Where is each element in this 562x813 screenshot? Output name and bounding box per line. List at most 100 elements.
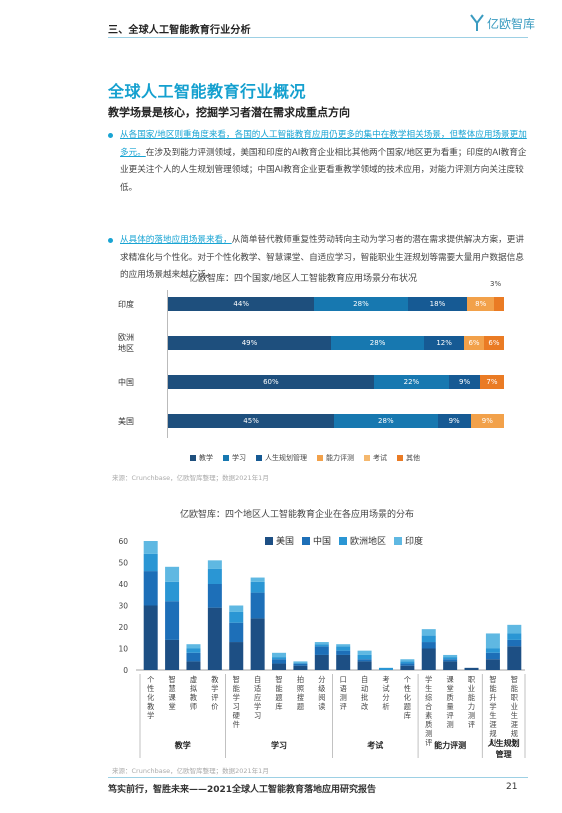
bullet-paragraph-1: 从各国家/地区则重角度来看，各国的人工智能教育应用仍更多的集中在教学相关场景，但… (108, 127, 528, 197)
chart2-x-tick-char: 慧 (168, 684, 175, 693)
chart1-bar-segment: 6% (464, 336, 484, 350)
brand-name: 亿欧智库 (487, 16, 536, 31)
chart2-bar-segment (421, 629, 436, 636)
chart2-x-tick-char: 拍 (297, 675, 304, 684)
chart1-bar-segment: 49% (168, 336, 331, 350)
chart1-bar-segment: 7% (479, 375, 504, 389)
chart2-x-tick-char: 能 (489, 684, 496, 693)
chart2-x-tick-char: 能 (468, 693, 475, 702)
chart2-y-tick-label: 20 (118, 623, 128, 632)
legend-item-teaching: 教学 (190, 453, 213, 463)
chart2-bar-segment (400, 665, 415, 670)
chart2-bar-segment (143, 605, 158, 670)
chart2-x-tick-char: 智 (489, 675, 496, 684)
chart2-y-tick-label: 0 (123, 666, 128, 675)
chart2-bar-segment (443, 657, 458, 660)
chart2-x-tick-char: 习 (254, 711, 261, 720)
chart2-bar-segment (229, 605, 244, 612)
chart2-x-tick-char: 测 (468, 711, 475, 720)
chart2-x-tick-char: 教 (211, 675, 218, 684)
chart2-x-tick-char: 综 (425, 693, 432, 702)
chart2-legend: 美国 中国 欧洲地区 印度 (265, 534, 423, 547)
chart2-bar-segment (165, 639, 180, 670)
bullet-2-text: 从简单替代教师重复性劳动转向主动为学习者的潜在需求提供解决方案，更讲求精准化与个… (120, 235, 524, 281)
chart2-bar-segment (507, 639, 522, 647)
legend-swatch (265, 536, 273, 545)
chart2-x-tick-char: 化 (404, 693, 411, 702)
chart2-bar-segment (250, 618, 265, 670)
chart2-bar-segment (507, 646, 522, 670)
chart2-x-tick-char: 题 (297, 702, 304, 711)
chart2-x-tick-char: 师 (190, 702, 197, 711)
chart2-x-tick-char: 价 (211, 702, 218, 711)
chart2-x-tick-char: 自 (254, 675, 261, 684)
chart2-x-tick-char: 课 (447, 675, 454, 684)
chart2-x-tick-char: 习 (233, 702, 240, 711)
chart2-x-tick-char: 库 (404, 711, 411, 720)
bullet-1-text: 在涉及到能力评测领域，美国和印度的AI教育企业相比其他两个国家/地区更为看重；印… (120, 147, 527, 193)
chart2-bar-segment (165, 581, 180, 602)
chart2-x-tick-char: 涯 (511, 720, 518, 729)
chart1-bar-segment: 28% (314, 297, 408, 311)
chart2-x-tick-char: 试 (382, 684, 389, 693)
chart1-bar-segment: 8% (467, 297, 494, 311)
chart2-bar-segment (336, 650, 351, 655)
chart2-title: 亿欧智库：四个地区人工智能教育企业在各应用场景的分布 (180, 510, 415, 520)
chart2-bar-segment (186, 648, 201, 653)
chart2-x-tick-char: 教 (147, 702, 154, 711)
chart2-x-tick-char: 口 (340, 675, 347, 684)
chart1-bar-segment: 9% (449, 375, 480, 389)
chart2-bar-segment (143, 571, 158, 606)
legend-item-eu: 欧洲地区 (339, 534, 386, 547)
legend-item-learning: 学习 (223, 453, 246, 463)
chart2-x-tick-char: 生 (425, 684, 432, 693)
chart2-x-tick-char: 能 (275, 684, 282, 693)
chart2-x-tick-char: 考 (382, 675, 389, 684)
chart1-category-label: 印度 (118, 300, 134, 309)
chart1-bar-segment: 22% (373, 375, 450, 389)
legend-swatch (223, 455, 229, 461)
chart2-bar-segment (207, 607, 222, 670)
chart2-source: 来源：Crunchbase，亿欧智库整理；数据2021年1月 (112, 767, 269, 775)
chart2-x-tick-char: 学 (233, 693, 240, 702)
chart1-bar-segment: 6% (484, 336, 504, 350)
bullet-1-highlight: 从各国家/地区则重角度来看，各国的人工智能教育应用仍更多的集中在教学相关场景，但… (120, 130, 527, 158)
chart2-x-tick-char: 划 (489, 738, 496, 747)
chart2-x-tick-char: 学 (489, 702, 496, 711)
chart2-bar-segment (186, 644, 201, 649)
chart2-bar-segment (229, 622, 244, 643)
chart2-bar-segment (143, 553, 158, 572)
chart2-x-tick-char: 个 (147, 675, 154, 684)
legend-item-career: 人生规划管理 (256, 453, 307, 463)
chart1-source: 来源：Crunchbase，亿欧智库整理；数据2021年1月 (112, 474, 269, 482)
chart2-x-tick-char: 评 (211, 693, 218, 702)
chart2-x-tick-char: 教 (190, 693, 197, 702)
chart2-bar-segment (357, 654, 372, 660)
legend-swatch (394, 536, 403, 545)
chart1-title: 亿欧智库：四个国家/地区人工智能教育应用场景分布状况 (189, 274, 418, 284)
chart2-x-tick-char: 堂 (447, 684, 454, 693)
chart2-bar-segment (314, 644, 329, 647)
chart2-x-tick-char: 评 (340, 702, 347, 711)
chart2-x-tick-char: 动 (361, 684, 368, 693)
chart2-x-tick-char: 阅 (318, 693, 325, 702)
page-subtitle: 教学场景是核心，挖掘学习者潜在需求成重点方向 (108, 106, 350, 119)
chart2-x-tick-char: 评 (468, 720, 475, 729)
chart2-bar-segment (250, 577, 265, 582)
chart2-bar-segment (378, 667, 393, 670)
chart2-x-tick-char: 虚 (190, 675, 197, 684)
chart2-x-tick-char: 质 (447, 693, 454, 702)
chart2-bar-segment (485, 652, 500, 660)
legend-swatch (190, 455, 196, 461)
chart2-bar-segment (314, 654, 329, 670)
chart1-bar-segment: 28% (334, 414, 438, 428)
chart2-x-tick-char: 应 (254, 693, 261, 702)
chart2-bar-segment (293, 661, 308, 664)
chart2-bar-segment (357, 661, 372, 670)
legend-swatch (256, 455, 262, 461)
chart2-x-tick-char: 改 (361, 702, 368, 711)
chart2-bar-segment (421, 635, 436, 643)
chart2-x-tick-char: 生 (511, 711, 518, 720)
chart2-x-tick-char: 拟 (190, 684, 197, 693)
